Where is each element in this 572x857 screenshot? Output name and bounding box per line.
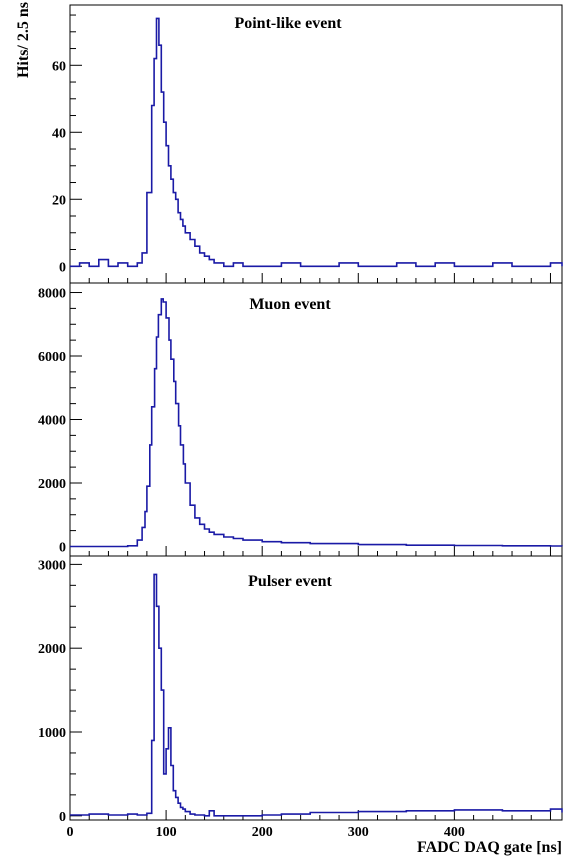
x-tick-label: 300 (348, 825, 369, 840)
x-tick-label: 400 (444, 825, 465, 840)
histogram-series (70, 573, 563, 817)
y-axis-title: Hits/ 2.5 ns (15, 2, 32, 78)
y-tick-label: 20 (52, 193, 66, 208)
y-tick-label: 0 (59, 810, 66, 825)
y-tick-label: 0 (59, 540, 66, 555)
panel-title: Muon event (249, 296, 331, 313)
panel-title: Point-like event (234, 15, 342, 32)
y-tick-label: 0 (59, 260, 66, 275)
x-tick-label: 100 (156, 825, 177, 840)
plot-frame (69, 282, 563, 557)
x-axis-title: FADC DAQ gate [ns] (417, 839, 562, 856)
plot-frame (69, 555, 563, 821)
x-tick-label: 0 (67, 825, 74, 840)
y-tick-label: 2000 (38, 477, 66, 492)
panel-middle: 0 2000 4000 6000 8000 Muon event (38, 282, 563, 557)
y-tick-label: 6000 (38, 350, 66, 365)
plot-frame (69, 4, 563, 284)
y-tick-label: 1000 (38, 726, 66, 741)
x-tick-label: 200 (252, 825, 273, 840)
y-tick-label: 4000 (38, 414, 66, 429)
y-tick-label: 8000 (38, 287, 66, 302)
panel-bottom: 0 1000 2000 3000 0 100 200 300 400 Pulser event (38, 555, 563, 840)
histogram-series (70, 17, 563, 268)
y-tick-label: 2000 (38, 642, 66, 657)
histogram-series (70, 298, 563, 548)
panel-title: Pulser event (248, 573, 332, 590)
panel-top: 0 20 40 60 Point-like event (52, 4, 563, 284)
y-tick-label: 3000 (38, 558, 66, 573)
y-tick-label: 40 (52, 126, 66, 141)
y-tick-label: 60 (52, 59, 66, 74)
